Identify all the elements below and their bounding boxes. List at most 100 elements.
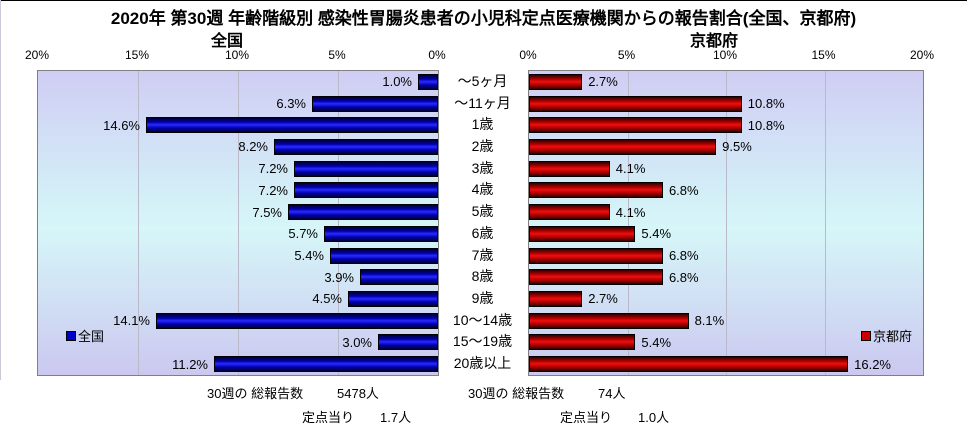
national-total-label: 30週の 総報告数: [207, 386, 304, 401]
bar-row: 6.8%: [529, 245, 923, 267]
gridline: [338, 71, 339, 375]
bar-value-label: 9.5%: [722, 139, 752, 155]
national-legend-marker-icon: [66, 330, 76, 341]
bar: [529, 204, 610, 221]
bar-value-label: 7.2%: [258, 161, 288, 177]
bar-value-label: 4.5%: [312, 291, 342, 307]
bar: [378, 334, 438, 351]
bar-value-label: 6.8%: [668, 269, 699, 285]
bar-value-label: 7.2%: [258, 182, 288, 198]
bar-value-label: 14.1%: [113, 313, 150, 329]
category-label: 7歳: [471, 246, 494, 263]
bar-row: 9.5%: [529, 136, 923, 158]
national-legend-label: 全国: [78, 329, 105, 344]
bar: [529, 290, 583, 307]
x-axis-tick-label: 0%: [428, 48, 446, 62]
category-label: 2歳: [471, 137, 494, 154]
bar: [214, 356, 438, 373]
x-axis-tick-label: 5%: [328, 48, 346, 62]
gridline: [138, 71, 139, 375]
national-per-site-label: 定点当り: [302, 410, 355, 425]
frame-left-border: [0, 0, 1, 380]
bar-value-label: 6.8%: [668, 182, 699, 198]
bar-value-label: 10.8%: [747, 117, 785, 133]
kyoto-legend: 京都府: [861, 326, 912, 345]
bar: [294, 182, 438, 199]
bar-row: 4.1%: [529, 158, 923, 180]
bar: [529, 95, 742, 112]
kyoto-total-value: 74人: [598, 386, 626, 401]
bar: [294, 160, 438, 177]
bar-row: 3.9%: [38, 266, 438, 288]
bar: [529, 334, 636, 351]
bar: [324, 225, 438, 242]
bar: [529, 160, 610, 177]
bar-value-label: 4.1%: [615, 204, 646, 220]
bar-row: 8.2%: [38, 136, 438, 158]
bar-value-label: 8.2%: [238, 139, 268, 155]
category-label: 4歳: [471, 181, 494, 198]
bar-row: 6.8%: [529, 180, 923, 202]
bar-value-label: 5.4%: [641, 334, 672, 350]
bar-row: 2.7%: [529, 71, 923, 93]
kyoto-legend-label: 京都府: [873, 329, 913, 344]
bar-value-label: 7.5%: [252, 204, 282, 220]
bar: [529, 247, 663, 264]
bar-row: 14.6%: [38, 114, 438, 136]
bar-value-label: 6.3%: [276, 96, 306, 112]
bar-row: 14.1%: [38, 310, 438, 332]
bar-row: 5.4%: [38, 245, 438, 267]
bar-value-label: 3.0%: [342, 334, 372, 350]
bar-value-label: 4.1%: [615, 161, 646, 177]
x-axis-tick-label: 20%: [909, 48, 935, 62]
kyoto-legend-marker-icon: [861, 330, 871, 341]
bar-value-label: 5.4%: [641, 226, 672, 242]
category-label: 5歳: [471, 203, 494, 220]
bar-value-label: 3.9%: [324, 269, 354, 285]
category-label: ～5ヶ月: [457, 72, 508, 89]
category-label: 6歳: [471, 224, 494, 241]
bar-row: 10.8%: [529, 114, 923, 136]
chart-title: 2020年 第30週 年齢階級別 感染性胃腸炎患者の小児科定点医療機関からの報告…: [110, 9, 857, 28]
bar: [146, 117, 438, 134]
kyoto-total-label: 30週の 総報告数: [468, 386, 565, 401]
gridline: [825, 71, 826, 375]
bar-value-label: 1.0%: [382, 74, 412, 90]
gridline: [628, 71, 629, 375]
bar: [360, 269, 438, 286]
bar: [529, 225, 636, 242]
category-label: 9歳: [471, 289, 494, 306]
category-label: 15～19歳: [452, 333, 513, 350]
x-axis-tick-label: 10%: [224, 48, 250, 62]
bar-value-label: 6.8%: [668, 248, 699, 264]
category-label: 1歳: [471, 116, 494, 133]
category-label: 10～14歳: [452, 311, 513, 328]
bar: [418, 73, 438, 90]
bar-value-label: 10.8%: [747, 96, 785, 112]
frame-top-border: [0, 0, 967, 1]
national-legend: 全国: [66, 326, 104, 345]
bar: [288, 204, 438, 221]
x-axis-tick-label: 15%: [124, 48, 150, 62]
bar-value-label: 11.2%: [172, 356, 208, 372]
bar: [529, 138, 717, 155]
bar-row: 5.4%: [529, 223, 923, 245]
bar-value-label: 14.6%: [103, 117, 140, 133]
bar-value-label: 2.7%: [588, 291, 618, 307]
bar: [330, 247, 438, 264]
kyoto-per-site-value: 1.0人: [638, 410, 670, 425]
x-axis-tick-label: 15%: [811, 48, 836, 62]
bar: [156, 312, 438, 329]
bar-row: 1.0%: [38, 71, 438, 93]
category-label: ～11ヶ月: [454, 94, 511, 111]
bar: [529, 182, 663, 199]
category-axis: ～5ヶ月 ～11ヶ月 1歳 2歳 3歳 4歳 5歳 6歳 7歳 8歳 9歳 10～14歳 15～19歳 2…: [438, 70, 527, 374]
x-axis-tick-label: 10%: [712, 48, 738, 62]
bar-row: 10.8%: [529, 93, 923, 115]
bar: [529, 73, 583, 90]
national-plot-area: 1.0% 6.3% 14.6% 8.2% 7.2% 7.2% 7.5% 5.7% 5.4% 3.9…: [37, 70, 439, 376]
bar-value-label: 2.7%: [588, 74, 618, 90]
bar-row: 8.1%: [529, 310, 923, 332]
kyoto-chart-title: 京都府: [689, 33, 739, 50]
x-axis-tick-label: 5%: [617, 48, 636, 62]
